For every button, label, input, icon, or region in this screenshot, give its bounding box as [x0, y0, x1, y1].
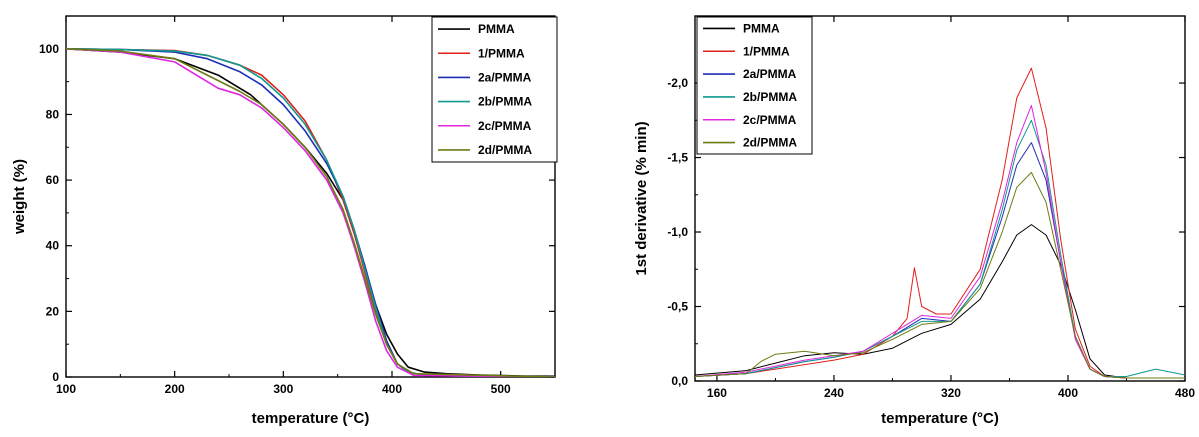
series-line-2b-pmma — [695, 119, 1185, 377]
x-axis-label: temperature (°C) — [881, 410, 999, 427]
y-tick-label: -2,0 — [667, 76, 688, 90]
x-tick-label: 240 — [824, 386, 844, 400]
series-line-2d-pmma — [66, 48, 555, 377]
legend-label: PMMA — [478, 22, 515, 36]
legend-label: 2c/PMMA — [478, 119, 532, 133]
plot-frame — [694, 15, 1186, 382]
y-tick-label: 100 — [39, 42, 59, 56]
x-axis-label: temperature (°C) — [252, 410, 370, 427]
legend: PMMA 1/PMMA 2a/PMMA 2b/PMMA 2c/PMMA 2d/PMMA — [431, 16, 558, 163]
y-tick-label: 0 — [52, 370, 59, 384]
y-tick-label: 60 — [46, 173, 60, 187]
x-tick-label: 320 — [941, 386, 961, 400]
legend-label: 2c/PMMA — [743, 113, 797, 127]
y-axis-label: 1st derivative (% min) — [633, 121, 650, 275]
legend-label: 2b/PMMA — [743, 90, 797, 104]
y-axis-label: weight (%) — [11, 159, 28, 235]
plot-frame — [65, 15, 556, 378]
y-tick-label: 20 — [46, 304, 60, 318]
x-tick-label: 100 — [56, 382, 76, 396]
legend: PMMA 1/PMMA 2a/PMMA 2b/PMMA 2c/PMMA 2d/PMMA — [696, 16, 813, 155]
y-tick-label: 0,0 — [671, 374, 688, 388]
legend-label: 2b/PMMA — [478, 95, 532, 109]
x-tick-label: 300 — [273, 382, 293, 396]
legend-label: 1/PMMA — [743, 44, 790, 58]
y-tick-label: 40 — [46, 239, 60, 253]
x-tick-label: 500 — [491, 382, 511, 396]
x-tick-label: 480 — [1175, 386, 1195, 400]
y-tick-label: -1,0 — [667, 225, 688, 239]
y-tick-label: -0,5 — [667, 300, 688, 314]
y-tick-label: 80 — [46, 107, 60, 121]
series-line-2c-pmma — [66, 48, 555, 377]
x-tick-label: 160 — [707, 386, 727, 400]
y-tick-label: -1,5 — [667, 151, 688, 165]
legend-label: PMMA — [743, 21, 780, 35]
weight-chart: 100 200 300 400 500 0 20 40 60 80 100 temperature (… — [11, 15, 558, 427]
x-tick-label: 200 — [165, 382, 185, 396]
x-tick-label: 400 — [1058, 386, 1078, 400]
series-line-1-pmma — [695, 67, 1185, 379]
legend-box — [431, 16, 558, 163]
legend-box — [696, 16, 813, 155]
series-line-pmma — [695, 224, 1185, 379]
legend-label: 2d/PMMA — [478, 143, 532, 157]
derivative-chart: 160 240 320 400 480 0,0 -0,5 -1,0 -1,5 -2,0 temper… — [633, 15, 1195, 427]
legend-label: 2a/PMMA — [478, 70, 532, 84]
legend-label: 2a/PMMA — [743, 67, 797, 81]
legend-label: 2d/PMMA — [743, 136, 797, 150]
series-line-2d-pmma — [695, 171, 1185, 379]
series-line-2a-pmma — [695, 142, 1185, 379]
x-tick-label: 400 — [382, 382, 402, 396]
legend-label: 1/PMMA — [478, 46, 525, 60]
